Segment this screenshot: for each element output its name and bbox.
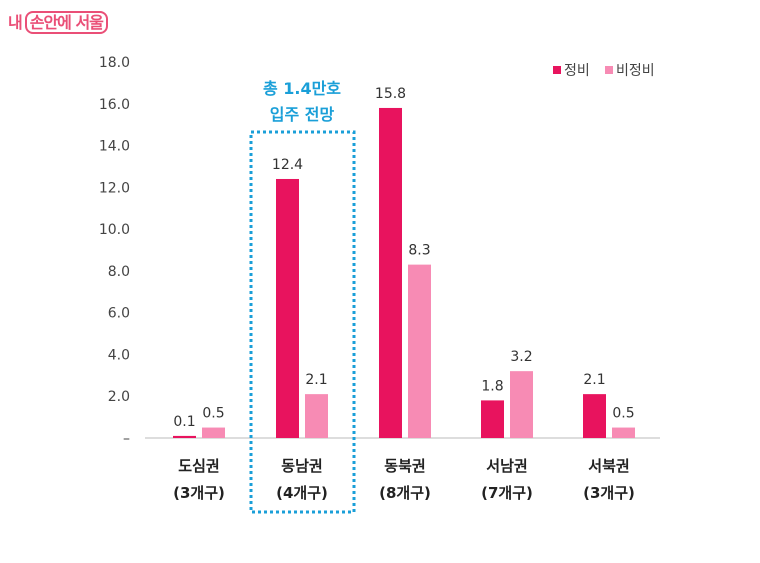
data-label: 0.1 xyxy=(173,414,195,430)
y-tick-label: 8.0 xyxy=(108,264,130,280)
data-label: 2.1 xyxy=(305,372,327,388)
logo: 내 손안에 서울 xyxy=(8,9,108,34)
data-label: 0.5 xyxy=(202,406,224,422)
category-sublabel: (4개구) xyxy=(276,484,328,502)
category-sublabel: (3개구) xyxy=(583,484,635,502)
bar-정비 xyxy=(276,178,299,438)
legend-swatch xyxy=(553,66,561,74)
category-label: 동남권 xyxy=(281,457,322,475)
bar-비정비 xyxy=(202,427,225,438)
data-label: 3.2 xyxy=(510,349,532,365)
y-tick-label: 16.0 xyxy=(99,97,130,113)
category-sublabel: (7개구) xyxy=(481,484,533,502)
bar-정비 xyxy=(379,107,402,438)
highlight-box xyxy=(249,130,356,514)
y-tick-label: – xyxy=(123,431,130,447)
category-sublabel: (8개구) xyxy=(379,484,431,502)
y-tick-label: 2.0 xyxy=(108,389,130,405)
y-tick-label: 12.0 xyxy=(99,180,130,196)
logo-boxed: 손안에 서울 xyxy=(24,11,108,34)
bar-비정비 xyxy=(408,264,431,438)
category-sublabel: (3개구) xyxy=(173,484,225,502)
annotation-text: 입주 전망 xyxy=(270,105,335,124)
annotation-text: 총 1.4만호 xyxy=(263,79,341,98)
data-label: 0.5 xyxy=(612,406,634,422)
category-label: 동북권 xyxy=(384,457,425,475)
data-label: 1.8 xyxy=(481,378,503,394)
y-tick-label: 10.0 xyxy=(99,222,130,238)
category-label: 서북권 xyxy=(588,457,629,475)
legend-label: 비정비 xyxy=(616,63,655,79)
category-label: 도심권 xyxy=(178,457,219,475)
bar-정비 xyxy=(173,435,196,438)
y-tick-label: 4.0 xyxy=(108,347,130,363)
data-label: 2.1 xyxy=(583,372,605,388)
data-label: 8.3 xyxy=(408,243,430,259)
bar-비정비 xyxy=(305,394,328,438)
bar-비정비 xyxy=(612,427,635,438)
data-label: 15.8 xyxy=(375,86,406,102)
bar-정비 xyxy=(481,400,504,438)
bar-비정비 xyxy=(510,371,533,438)
legend-label: 정비 xyxy=(564,63,590,79)
data-label: 12.4 xyxy=(272,157,303,173)
logo-prefix: 내 xyxy=(8,13,23,32)
legend-swatch xyxy=(605,66,613,74)
bar-정비 xyxy=(583,394,606,438)
y-tick-label: 14.0 xyxy=(99,139,130,155)
category-label: 서남권 xyxy=(486,457,527,475)
y-tick-label: 18.0 xyxy=(99,55,130,71)
y-tick-label: 6.0 xyxy=(108,306,130,322)
